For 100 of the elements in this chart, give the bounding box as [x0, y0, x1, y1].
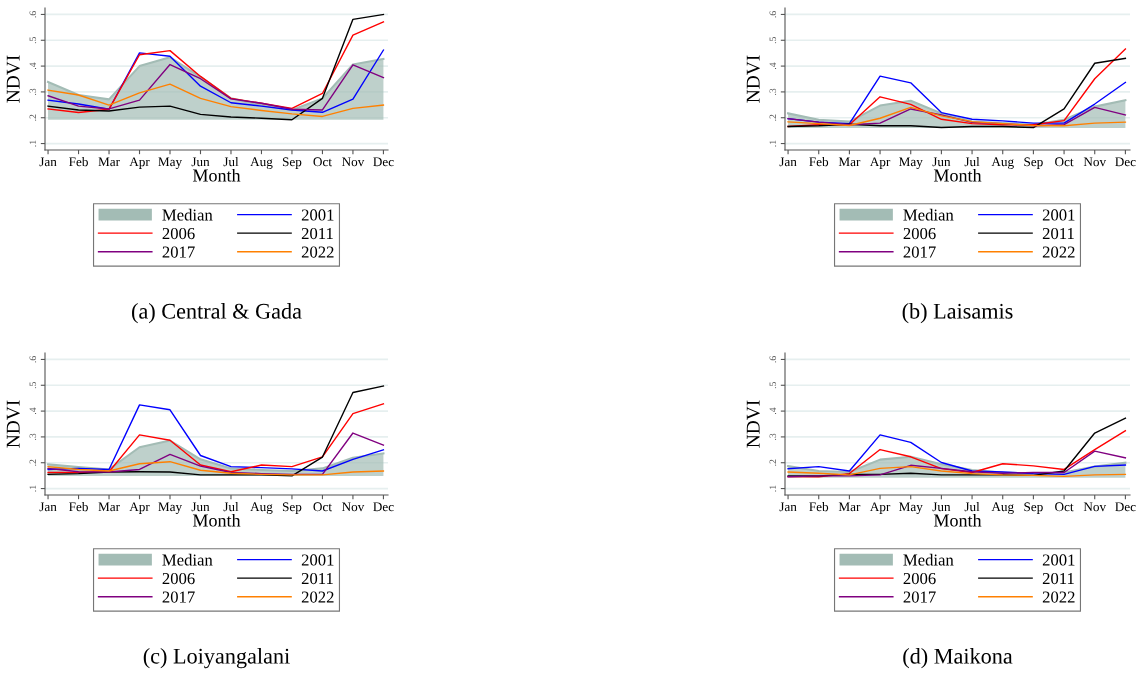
- x-tick-label: Mar: [838, 502, 861, 512]
- y-tick-label: .1: [769, 140, 777, 147]
- line-series: [47, 385, 385, 477]
- x-tick-label: Jun: [191, 502, 210, 512]
- legend-label: 2017: [162, 246, 195, 258]
- line-series: [787, 106, 1127, 127]
- legend-label: 2011: [301, 572, 333, 585]
- y-tick-label: .6: [29, 11, 37, 18]
- x-tick-label: Jun: [932, 502, 951, 512]
- y-tick-label: .2: [29, 459, 37, 466]
- legend-label: 2001: [301, 209, 334, 221]
- x-tick-label: Jul: [964, 156, 980, 167]
- text: (b) Laisamis: [902, 303, 1013, 324]
- y-axis-title: NDVI: [746, 400, 760, 448]
- legend-label: 2017: [162, 591, 195, 603]
- legend-label: Median: [162, 553, 213, 566]
- legend-label: 2011: [1042, 572, 1074, 585]
- legend-label: Median: [903, 553, 954, 566]
- x-tick-label: Oct: [1055, 157, 1074, 167]
- x-tick-label: Sep: [1024, 502, 1043, 514]
- x-axis-title: Month: [933, 168, 982, 182]
- x-tick-label: Dec: [373, 502, 394, 512]
- legend-label: 2022: [1042, 591, 1075, 603]
- y-tick-label: .3: [29, 433, 37, 440]
- x-tick-label: Oct: [313, 502, 332, 512]
- x-tick-label: Oct: [313, 157, 332, 167]
- x-tick-label: Sep: [1024, 157, 1043, 169]
- x-tick-label: Jan: [779, 502, 797, 512]
- y-tick-label: .3: [769, 88, 777, 95]
- y-tick-label: .4: [29, 62, 37, 70]
- legend-label: 2011: [1042, 227, 1074, 240]
- y-tick-label: .3: [29, 88, 37, 95]
- legend-label: 2001: [1042, 554, 1075, 566]
- y-axis-title: NDVI: [6, 55, 20, 103]
- y-tick-label: .6: [29, 356, 37, 363]
- text: (c) Loiyangalani: [143, 648, 290, 669]
- y-tick-label: .4: [769, 62, 777, 70]
- x-tick-label: Apr: [129, 502, 150, 514]
- x-tick-label: Dec: [1115, 502, 1136, 512]
- legend-label: Median: [903, 208, 954, 221]
- legend-label: 2006: [162, 227, 195, 240]
- x-tick-label: Nov: [1083, 502, 1107, 512]
- x-tick-label: May: [899, 157, 923, 169]
- x-tick-label: Nov: [1083, 157, 1107, 167]
- y-tick-label: .1: [769, 485, 777, 492]
- legend-label: 2017: [903, 246, 936, 258]
- text: (a) Central & Gada: [132, 303, 302, 324]
- x-tick-label: Apr: [869, 157, 891, 169]
- y-tick-label: .5: [29, 37, 37, 44]
- x-tick-label: Jan: [39, 502, 57, 512]
- y-tick-label: .2: [29, 114, 37, 121]
- y-axis-title: NDVI: [6, 400, 20, 448]
- legend-label: 2017: [903, 591, 936, 603]
- legend-label: 2001: [1042, 209, 1075, 221]
- legend-label: 2011: [301, 227, 333, 240]
- x-tick-label: Jul: [223, 156, 239, 167]
- y-tick-label: .4: [29, 407, 37, 415]
- x-tick-label: Feb: [69, 156, 88, 167]
- y-tick-label: .2: [769, 114, 777, 121]
- line-series: [47, 49, 385, 114]
- x-axis-title: Month: [192, 168, 241, 182]
- legend-label: 2022: [301, 246, 334, 258]
- legend-label: 2022: [301, 591, 334, 603]
- x-tick-label: Dec: [1115, 157, 1136, 167]
- y-tick-label: .2: [769, 459, 777, 466]
- y-tick-label: .5: [769, 37, 777, 44]
- y-axis-title: NDVI: [746, 55, 760, 103]
- text: (d) Maikona: [903, 648, 1013, 669]
- line-series: [47, 432, 385, 476]
- x-tick-label: Dec: [373, 157, 394, 167]
- x-tick-label: Feb: [69, 501, 88, 512]
- x-tick-label: Jun: [191, 157, 210, 167]
- line-series: [47, 83, 385, 118]
- x-tick-label: Mar: [98, 157, 120, 167]
- x-tick-label: Aug: [250, 502, 273, 514]
- legend-label: Median: [162, 208, 213, 221]
- x-tick-label: Jun: [932, 157, 951, 167]
- x-tick-label: Sep: [282, 502, 302, 514]
- x-tick-label: Nov: [341, 502, 365, 512]
- x-tick-label: Nov: [341, 157, 365, 167]
- line-series: [47, 63, 385, 111]
- x-tick-label: Apr: [129, 157, 150, 169]
- x-tick-label: Jan: [779, 157, 797, 167]
- legend-label: 2022: [1042, 246, 1075, 258]
- x-tick-label: Jul: [223, 501, 239, 512]
- legend-label: 2006: [162, 572, 195, 585]
- x-tick-label: Oct: [1055, 502, 1074, 512]
- x-axis-title: Month: [192, 513, 241, 527]
- x-tick-label: Aug: [250, 157, 273, 169]
- y-tick-label: .4: [769, 407, 777, 415]
- x-tick-label: May: [158, 157, 183, 169]
- x-tick-label: Sep: [282, 157, 302, 169]
- line-series: [787, 450, 1127, 478]
- line-series: [787, 465, 1127, 478]
- x-tick-label: Jan: [39, 157, 57, 167]
- x-tick-label: Mar: [838, 157, 861, 167]
- x-tick-label: Mar: [98, 502, 120, 512]
- x-tick-label: May: [899, 502, 923, 514]
- line-series: [47, 460, 385, 476]
- x-tick-label: Aug: [991, 157, 1014, 169]
